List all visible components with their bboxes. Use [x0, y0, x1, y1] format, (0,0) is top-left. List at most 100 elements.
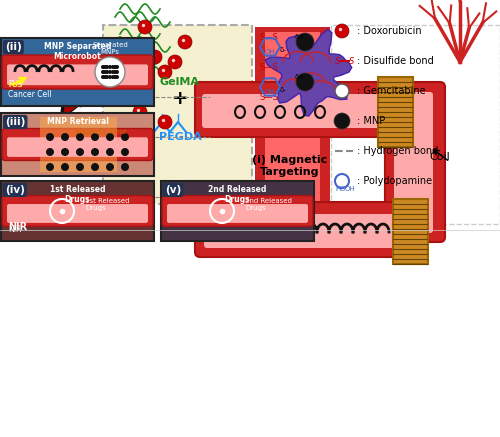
Circle shape [121, 133, 129, 141]
Text: 2nd Released
Drugs: 2nd Released Drugs [208, 185, 266, 205]
Text: (i) Magnetic
Targeting: (i) Magnetic Targeting [252, 155, 328, 177]
Text: δ-: δ- [280, 47, 287, 53]
Circle shape [46, 163, 54, 171]
Circle shape [108, 65, 112, 69]
Circle shape [101, 65, 105, 69]
FancyBboxPatch shape [1, 181, 154, 241]
FancyBboxPatch shape [103, 25, 252, 204]
Circle shape [46, 133, 54, 141]
Circle shape [101, 70, 105, 74]
Text: OH: OH [265, 89, 276, 95]
Circle shape [61, 148, 69, 156]
Text: δ+: δ+ [295, 34, 305, 40]
Circle shape [178, 35, 192, 49]
Circle shape [91, 163, 99, 171]
Text: NIR: NIR [8, 225, 22, 234]
Circle shape [46, 148, 54, 156]
Text: : Hydrogen bond: : Hydrogen bond [357, 146, 438, 156]
FancyBboxPatch shape [7, 204, 148, 223]
Circle shape [76, 163, 84, 171]
Text: (iv): (iv) [5, 185, 25, 195]
Circle shape [115, 70, 119, 74]
Text: FUS
Cancer Cell: FUS Cancer Cell [8, 80, 52, 99]
Text: S—S: S—S [260, 62, 279, 72]
Circle shape [95, 57, 125, 87]
FancyBboxPatch shape [2, 196, 153, 226]
Circle shape [334, 113, 350, 129]
Circle shape [108, 75, 112, 79]
Circle shape [101, 75, 105, 79]
Circle shape [113, 70, 127, 84]
Circle shape [158, 65, 172, 79]
Circle shape [111, 70, 115, 74]
Circle shape [106, 163, 114, 171]
FancyBboxPatch shape [195, 82, 405, 137]
Text: (iii): (iii) [5, 117, 25, 127]
Circle shape [106, 133, 114, 141]
Circle shape [138, 20, 152, 34]
Text: δ-: δ- [280, 87, 287, 93]
FancyBboxPatch shape [204, 214, 407, 248]
Text: S: S [335, 56, 340, 66]
Text: : Disulfide bond: : Disulfide bond [357, 56, 434, 66]
Circle shape [113, 70, 117, 74]
Text: : Gemcitabine: : Gemcitabine [357, 86, 426, 96]
Circle shape [115, 65, 119, 69]
Text: PEGDA: PEGDA [158, 132, 202, 142]
FancyBboxPatch shape [167, 204, 308, 223]
FancyBboxPatch shape [394, 92, 433, 233]
Circle shape [335, 84, 349, 98]
Circle shape [335, 24, 349, 38]
Text: δ+: δ+ [295, 74, 305, 80]
Text: S: S [349, 56, 354, 66]
Circle shape [105, 75, 109, 79]
Circle shape [133, 105, 147, 119]
Polygon shape [265, 29, 352, 116]
Circle shape [111, 65, 115, 69]
Text: Coil: Coil [430, 152, 450, 162]
Circle shape [91, 133, 99, 141]
FancyBboxPatch shape [331, 25, 500, 224]
Text: S—S: S—S [260, 93, 279, 101]
FancyBboxPatch shape [202, 94, 398, 128]
Text: 2nd Released
Drugs: 2nd Released Drugs [245, 198, 292, 212]
FancyBboxPatch shape [7, 137, 148, 157]
Circle shape [91, 148, 99, 156]
Circle shape [158, 115, 172, 129]
Text: : Polydopamine: : Polydopamine [357, 176, 432, 186]
FancyBboxPatch shape [40, 117, 117, 172]
Circle shape [76, 148, 84, 156]
FancyBboxPatch shape [162, 196, 313, 226]
Circle shape [103, 75, 107, 79]
Circle shape [113, 75, 117, 79]
FancyBboxPatch shape [255, 27, 330, 222]
Circle shape [121, 163, 129, 171]
Circle shape [118, 40, 132, 54]
Circle shape [113, 65, 117, 69]
Circle shape [76, 133, 84, 141]
Text: Proposed
Microrobot: Proposed Microrobot [27, 180, 83, 202]
FancyBboxPatch shape [1, 113, 154, 176]
Circle shape [103, 70, 107, 74]
Text: MNP Retrieval: MNP Retrieval [46, 117, 108, 126]
Text: Magnetic Field: Magnetic Field [75, 128, 126, 135]
Text: 1st Released
Drugs: 1st Released Drugs [85, 198, 130, 212]
Text: : MNP: : MNP [357, 116, 385, 126]
Circle shape [148, 50, 162, 64]
Circle shape [296, 33, 314, 51]
FancyBboxPatch shape [161, 181, 314, 241]
Text: Separated
MNPs: Separated MNPs [92, 42, 128, 55]
Circle shape [168, 55, 182, 69]
Circle shape [105, 70, 109, 74]
Text: 1st Released
Drugs: 1st Released Drugs [50, 185, 105, 205]
Circle shape [296, 73, 314, 91]
FancyBboxPatch shape [265, 32, 320, 217]
Text: OH: OH [265, 49, 276, 55]
Circle shape [121, 148, 129, 156]
Text: (v): (v) [165, 185, 181, 195]
Text: MNP Separated
Microrobot: MNP Separated Microrobot [44, 42, 111, 62]
Text: FUS: FUS [8, 83, 22, 88]
FancyBboxPatch shape [393, 199, 428, 264]
FancyBboxPatch shape [7, 64, 148, 85]
Text: +: + [172, 90, 188, 108]
